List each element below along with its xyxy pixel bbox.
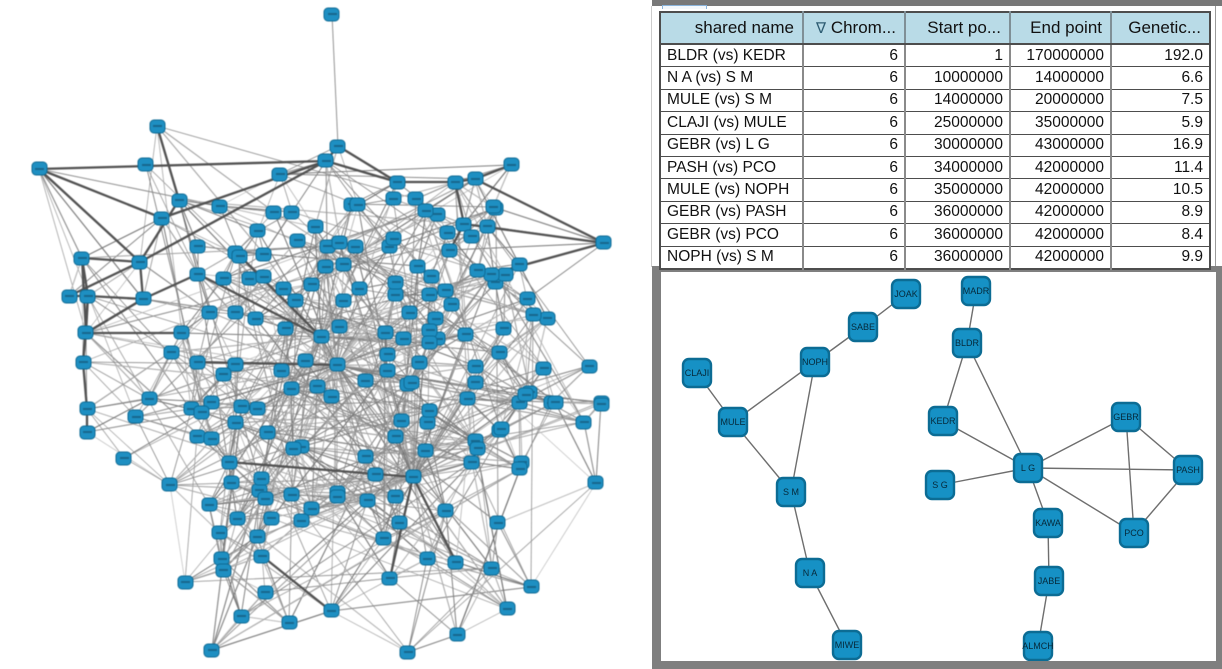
svg-text:S M: S M [783, 487, 799, 497]
svg-text:ALMCH: ALMCH [1022, 641, 1054, 651]
svg-text:KEDR: KEDR [930, 416, 956, 426]
svg-text:BLDR: BLDR [955, 338, 980, 348]
svg-text:MULE: MULE [720, 417, 745, 427]
svg-text:SABE: SABE [851, 322, 875, 332]
svg-text:PASH: PASH [1176, 465, 1200, 475]
svg-text:PCO: PCO [1124, 528, 1144, 538]
svg-text:JOAK: JOAK [894, 289, 918, 299]
svg-text:MIWE: MIWE [835, 640, 860, 650]
svg-text:JABE: JABE [1038, 576, 1061, 586]
svg-text:MADR: MADR [963, 286, 990, 296]
svg-text:L G: L G [1021, 463, 1035, 473]
svg-text:KAWA: KAWA [1035, 518, 1061, 528]
svg-text:N A: N A [803, 568, 818, 578]
svg-text:NOPH: NOPH [802, 357, 828, 367]
svg-text:GEBR: GEBR [1113, 412, 1139, 422]
svg-text:S G: S G [932, 480, 948, 490]
svg-text:CLAJI: CLAJI [685, 368, 710, 378]
